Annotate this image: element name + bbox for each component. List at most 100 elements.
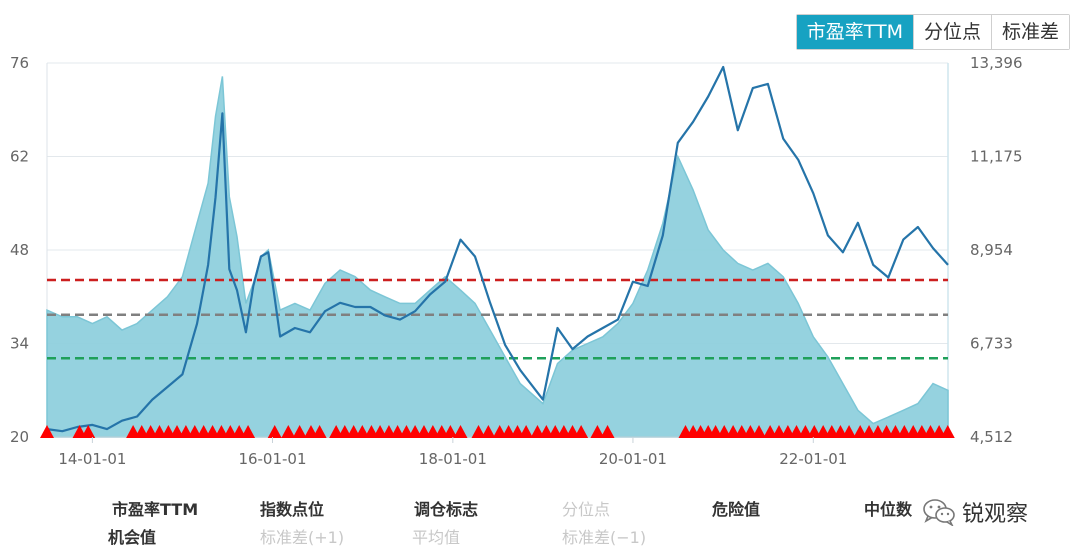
pe-ttm-area [46,76,949,438]
x-tick-label: 20-01-01 [599,450,667,468]
y-left-tick-label: 48 [10,241,29,259]
rebalance-marker [717,425,732,438]
legend-label: 危险值 [712,500,761,519]
legend-dash-icon [76,527,100,545]
watermark-text: 锐观察 [962,502,1029,527]
rebalance-marker [471,425,486,438]
tab-pe-ttm[interactable]: 市盈率TTM [796,15,913,49]
watermark: 锐观察 [922,496,1028,528]
rebalance-marker [888,425,903,438]
legend-item-danger[interactable]: 危险值 [680,496,760,520]
rebalance-marker [940,425,955,438]
y-left-tick-label: 76 [10,54,29,72]
legend-dot-icon [80,499,104,517]
legend-item-mean[interactable]: 平均值 [380,524,460,548]
y-right-tick-label: 6,733 [970,335,1013,353]
rebalance-marker [40,425,54,438]
rebalance-marker [408,425,423,438]
rebalance-marker [879,425,894,438]
rebalance-marker [143,425,158,438]
rebalance-marker [752,425,767,438]
wechat-icon [923,499,955,526]
rebalance-marker [492,425,507,438]
x-tick-label: 18-01-01 [419,450,487,468]
pe-index-chart: 20 34 48 62 76 4,512 6,733 8,954 11,175 13,396 14-… [10,54,1023,468]
legend-item-rebalance[interactable]: 调仓标志 [382,496,478,520]
rebalance-marker [853,425,868,438]
rebalance-marker [134,425,149,438]
y-right-tick-label: 13,396 [970,54,1023,72]
rebalance-marker [337,425,352,438]
legend-item-index[interactable]: 指数点位 [228,496,324,520]
legend-dash-icon [680,499,704,517]
legend-label: 指数点位 [260,500,325,519]
x-tick-label: 14-01-01 [58,450,126,468]
rebalance-marker [312,425,327,438]
rebalance-marker [425,425,440,438]
legend-item-percentile[interactable]: 分位点 [530,496,610,520]
rebalance-marker [763,425,778,438]
legend-line-icon [228,499,252,517]
metric-tabs: 市盈率TTM 分位点 标准差 [795,14,1070,50]
rebalance-marker [390,425,405,438]
legend-label: 平均值 [412,528,461,547]
rebalance-marker [600,425,615,438]
rebalance-marker [574,425,589,438]
rebalance-marker [267,425,282,438]
rebalance-marker [170,425,185,438]
rebalance-marker [81,425,96,438]
legend-dash-icon [380,527,404,545]
legend-item-pe-ttm[interactable]: 市盈率TTM [80,496,198,520]
rebalance-marker [292,425,307,438]
rebalance-marker [355,425,370,438]
rebalance-marker [481,425,496,438]
legend: 市盈率TTM 指数点位 调仓标志 分位点 危险值 中位数 机会值 标准差(+1)… [0,490,1080,559]
y-left-tick-label: 20 [10,428,29,446]
rebalance-marker [281,425,296,438]
rebalance-marker [519,425,534,438]
legend-item-std-plus[interactable]: 标准差(+1) [228,524,344,548]
rebalance-marker [196,425,211,438]
legend-dot-icon [530,499,554,517]
rebalance-marker [187,425,202,438]
rebalance-marker [205,425,220,438]
legend-item-median[interactable]: 中位数 [832,496,912,520]
rebalance-marker [590,425,605,438]
legend-triangle-icon [382,499,406,517]
rebalance-marker [530,425,545,438]
rebalance-marker [416,425,431,438]
legend-dash-icon [228,527,252,545]
rebalance-marker [789,425,804,438]
y-right-tick-label: 4,512 [970,428,1013,446]
x-tick-label: 22-01-01 [779,450,847,468]
legend-label: 标准差(−1) [562,528,647,547]
y-left-tick-label: 34 [10,335,29,353]
legend-label: 调仓标志 [414,500,479,519]
rebalance-marker [842,425,857,438]
legend-dash-icon [832,499,856,517]
rebalance-marker [897,425,912,438]
rebalance-marker [223,425,238,438]
tab-std-dev[interactable]: 标准差 [990,15,1069,49]
rebalance-marker [862,425,877,438]
rebalance-marker [453,425,468,438]
legend-label: 分位点 [562,500,611,519]
legend-dash-icon [530,527,554,545]
x-tick-label: 16-01-01 [238,450,306,468]
y-left-tick-label: 62 [10,148,29,166]
legend-label: 机会值 [108,528,157,547]
rebalance-marker [232,425,247,438]
rebalance-marker [539,425,554,438]
rebalance-marker [443,425,458,438]
tab-percentile[interactable]: 分位点 [912,15,991,49]
legend-label: 中位数 [864,500,913,519]
index-line [46,65,949,433]
legend-item-std-minus[interactable]: 标准差(−1) [530,524,646,548]
rebalance-marker [214,425,229,438]
rebalance-marker [241,425,256,438]
legend-item-opportunity[interactable]: 机会值 [76,524,156,548]
rebalance-marker [178,425,193,438]
legend-label: 标准差(+1) [260,528,345,547]
rebalance-marker [152,425,167,438]
rebalance-marker [373,425,388,438]
